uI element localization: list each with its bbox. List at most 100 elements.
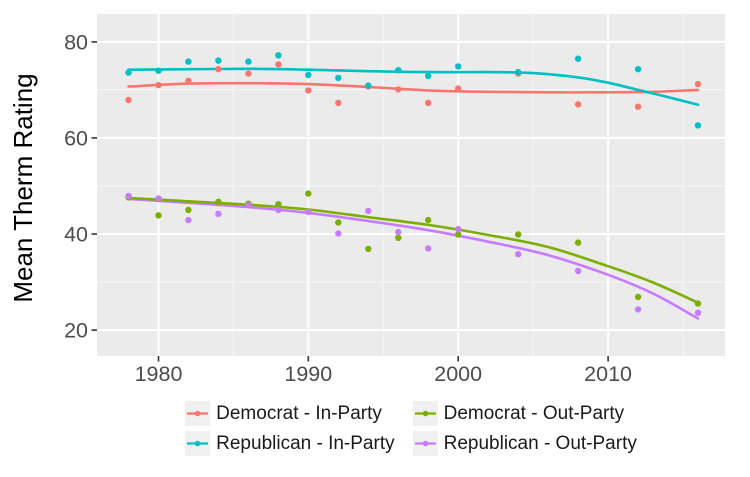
trend-line-democrat-out-party xyxy=(127,196,700,304)
x-tick-label: 2010 xyxy=(584,362,632,386)
data-point xyxy=(335,230,342,237)
legend-key-dot xyxy=(422,440,428,447)
data-point xyxy=(634,103,642,110)
data-point xyxy=(275,201,282,208)
data-point xyxy=(395,234,402,241)
data-point xyxy=(365,82,372,89)
data-point xyxy=(634,66,642,73)
axis-tick-marks xyxy=(91,41,609,362)
data-point xyxy=(694,300,702,307)
data-point xyxy=(634,306,642,313)
legend-key-democrat-in-party-icon xyxy=(185,401,211,426)
y-tick-label: 20 xyxy=(64,319,88,343)
legend-item-republican-out-party: Republican - Out-Party xyxy=(412,431,637,456)
y-axis-title: Mean Therm Rating xyxy=(8,73,38,303)
legend: Democrat - In-Party Republican - In-Part… xyxy=(97,401,725,456)
y-axis-labels: 20 40 60 80 xyxy=(64,30,88,342)
data-point xyxy=(305,190,312,197)
points-democrat-out-party xyxy=(125,190,702,307)
data-point xyxy=(574,239,582,246)
data-point xyxy=(335,74,342,82)
data-point xyxy=(395,86,402,93)
data-point xyxy=(455,226,462,233)
y-tick-label: 40 xyxy=(64,223,88,247)
data-point xyxy=(245,202,252,209)
legend-grid: Democrat - In-Party Republican - In-Part… xyxy=(185,401,637,456)
data-point xyxy=(305,71,312,79)
data-point xyxy=(155,67,162,74)
legend-label-republican-out-party: Republican - Out-Party xyxy=(443,432,637,454)
data-point xyxy=(395,228,402,236)
data-point xyxy=(574,267,582,275)
data-point xyxy=(185,216,192,224)
data-point xyxy=(215,198,222,205)
legend-item-republican-in-party: Republican - In-Party xyxy=(185,431,395,456)
legend-label-democrat-in-party: Democrat - In-Party xyxy=(216,402,382,424)
legend-key-republican-in-party-icon xyxy=(185,431,211,456)
data-point xyxy=(574,101,582,108)
data-point xyxy=(515,68,522,76)
x-tick-label: 2000 xyxy=(434,362,482,386)
data-point xyxy=(275,61,282,68)
data-point xyxy=(305,87,312,94)
data-point xyxy=(574,55,582,62)
data-point xyxy=(155,81,162,89)
data-point xyxy=(245,70,252,77)
data-point xyxy=(335,219,342,226)
therm-rating-chart: 1980 1990 2000 2010 20 40 60 80 xyxy=(64,14,725,386)
data-point xyxy=(634,293,642,301)
data-point xyxy=(335,99,342,107)
data-point xyxy=(215,57,222,64)
trend-line-republican-out-party xyxy=(127,197,700,320)
data-point xyxy=(425,72,432,80)
legend-key-democrat-out-party-icon xyxy=(412,401,438,426)
data-point xyxy=(275,52,282,59)
data-point xyxy=(425,245,432,252)
data-point xyxy=(694,309,702,316)
data-point xyxy=(694,80,702,88)
points-republican-out-party xyxy=(125,192,702,316)
data-point xyxy=(155,195,162,202)
data-point xyxy=(425,99,432,107)
data-point xyxy=(425,216,432,224)
y-tick-label: 80 xyxy=(64,30,88,54)
legend-key-dot xyxy=(194,440,201,447)
data-point xyxy=(365,245,372,253)
data-point xyxy=(155,212,162,219)
x-tick-label: 1980 xyxy=(135,362,183,386)
legend-label-democrat-out-party: Democrat - Out-Party xyxy=(443,402,625,424)
data-point xyxy=(275,206,282,214)
x-axis-labels: 1980 1990 2000 2010 xyxy=(135,362,632,386)
data-point xyxy=(365,207,372,215)
data-point xyxy=(455,63,462,70)
data-point xyxy=(185,58,192,65)
x-tick-label: 1990 xyxy=(284,362,332,386)
data-point xyxy=(455,85,462,92)
plot-panel xyxy=(97,14,725,356)
data-point xyxy=(245,58,252,65)
data-point xyxy=(125,96,132,104)
data-point xyxy=(515,251,522,258)
data-point xyxy=(215,66,222,73)
data-point xyxy=(694,122,702,129)
legend-item-democrat-in-party: Democrat - In-Party xyxy=(185,401,394,426)
legend-key-dot xyxy=(422,410,428,417)
y-tick-label: 60 xyxy=(64,126,88,150)
legend-item-democrat-out-party: Democrat - Out-Party xyxy=(412,401,637,426)
data-point xyxy=(305,208,312,216)
legend-key-republican-out-party-icon xyxy=(412,431,438,456)
trend-line-republican-in-party xyxy=(127,67,700,107)
data-point xyxy=(395,67,402,74)
points-republican-in-party xyxy=(125,52,702,129)
data-point xyxy=(515,231,522,238)
legend-label-republican-in-party: Republican - In-Party xyxy=(216,432,395,454)
data-point xyxy=(185,206,192,214)
legend-key-dot xyxy=(194,410,201,417)
data-point xyxy=(125,192,132,200)
data-point xyxy=(215,210,222,217)
trend-line-democrat-in-party xyxy=(127,81,700,94)
data-point xyxy=(185,77,192,85)
data-point xyxy=(455,231,462,238)
data-point xyxy=(125,69,132,76)
